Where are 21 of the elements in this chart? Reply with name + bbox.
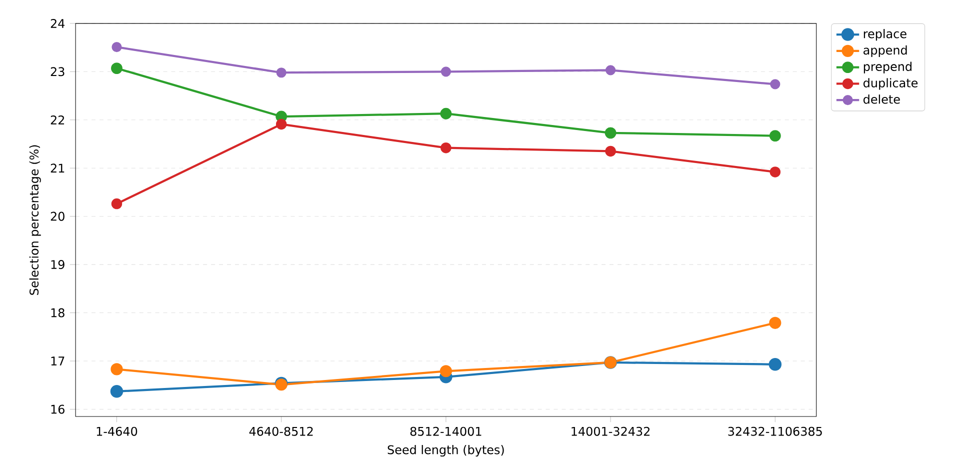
y-tick-label: 20 (50, 212, 64, 221)
legend-label: replace (864, 28, 906, 41)
x-tick-label: 1-4640 (96, 426, 138, 436)
y-axis-title: Selection percentage (%) (29, 145, 41, 295)
x-axis-title: Seed length (bytes) (388, 444, 504, 457)
y-tick-label: 24 (50, 18, 65, 28)
y-tick-label: 18 (51, 308, 64, 318)
legend-label: append (864, 45, 907, 57)
y-tick-label: 21 (50, 164, 64, 173)
x-tick-label: 14001-32432 (572, 426, 650, 436)
legend-label: delete (864, 94, 900, 104)
legend-label: duplicate (864, 78, 918, 90)
x-tick-label: 32432-1106385 (728, 426, 822, 436)
y-tick-label: 23 (50, 67, 64, 76)
y-tick-label: 22 (50, 115, 64, 124)
legend-label: prepend (864, 62, 912, 74)
y-tick-label: 17 (51, 356, 64, 366)
y-tick-label: 19 (51, 260, 64, 270)
y-tick-label: 16 (51, 404, 64, 414)
x-tick-label: 4640-8512 (249, 426, 313, 436)
x-tick-label: 8512-14001 (410, 426, 482, 436)
